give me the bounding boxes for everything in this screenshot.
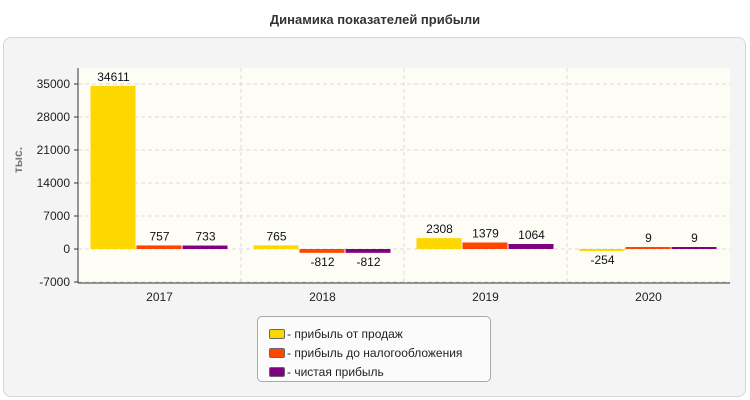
legend-swatch bbox=[269, 328, 285, 339]
data-label: 733 bbox=[195, 230, 215, 244]
legend-swatch bbox=[269, 366, 285, 377]
data-label: 1064 bbox=[518, 228, 545, 242]
legend-item: - прибыль до налогообложения bbox=[269, 343, 490, 362]
bar bbox=[625, 247, 671, 249]
data-label: 757 bbox=[149, 229, 169, 243]
legend-label: - прибыль от продаж bbox=[287, 326, 403, 341]
data-label: 9 bbox=[645, 231, 652, 245]
legend: - прибыль от продаж - прибыль до налогооб… bbox=[257, 316, 491, 382]
bar bbox=[136, 245, 182, 249]
y-tick-label: 14000 bbox=[37, 176, 71, 190]
x-tick-label: 2017 bbox=[146, 290, 173, 304]
bar bbox=[579, 249, 625, 251]
legend-swatch bbox=[269, 347, 285, 358]
data-label: 1379 bbox=[472, 226, 499, 240]
y-tick-label: 7000 bbox=[43, 209, 70, 223]
y-tick-label: 28000 bbox=[37, 110, 71, 124]
bar bbox=[671, 247, 717, 249]
data-label: 2308 bbox=[426, 222, 453, 236]
legend-item: - прибыль от продаж bbox=[269, 324, 490, 343]
bar bbox=[508, 243, 554, 249]
x-tick-label: 2020 bbox=[635, 290, 662, 304]
y-tick-label: 35000 bbox=[37, 77, 71, 91]
data-label: 34611 bbox=[97, 70, 130, 84]
y-tick-label: -7000 bbox=[39, 275, 70, 289]
y-tick-label: 0 bbox=[63, 242, 70, 256]
legend-label: - прибыль до налогообложения bbox=[287, 345, 463, 360]
y-axis-label: тыс. bbox=[11, 147, 25, 173]
data-label: 765 bbox=[266, 229, 286, 243]
y-tick-label: 21000 bbox=[37, 143, 71, 157]
bar bbox=[182, 245, 228, 249]
data-label: -254 bbox=[590, 253, 614, 267]
bar bbox=[345, 249, 391, 253]
legend-label: - чистая прибыль bbox=[287, 364, 384, 379]
x-tick-label: 2019 bbox=[472, 290, 499, 304]
data-label: -812 bbox=[310, 255, 334, 269]
bar bbox=[462, 242, 508, 249]
bar bbox=[253, 245, 299, 249]
bar bbox=[416, 238, 462, 249]
legend-item: - чистая прибыль bbox=[269, 362, 490, 381]
data-label: 9 bbox=[691, 231, 698, 245]
bar bbox=[299, 249, 345, 253]
data-label: -812 bbox=[356, 255, 380, 269]
bar bbox=[90, 85, 136, 249]
chart-title: Динамика показателей прибыли bbox=[269, 12, 481, 27]
x-tick-label: 2018 bbox=[309, 290, 336, 304]
